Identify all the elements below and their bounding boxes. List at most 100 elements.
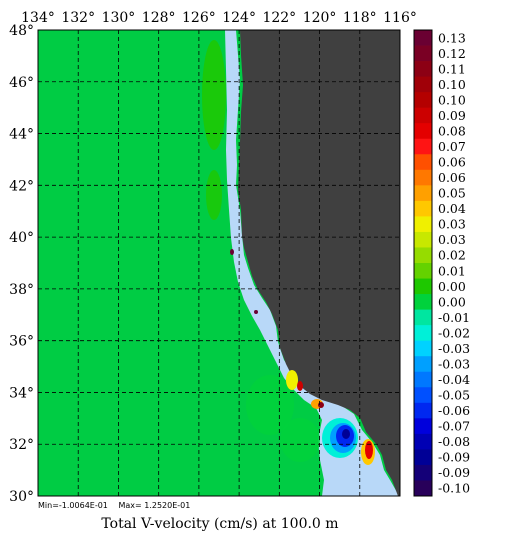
legend-label: 0.00	[438, 279, 466, 294]
positive-anomaly-red-coast	[297, 381, 303, 391]
legend-label: 0.03	[438, 232, 466, 247]
legend-swatch	[414, 340, 432, 357]
legend-swatch	[414, 107, 432, 124]
legend-label: 0.06	[438, 170, 466, 185]
legend-label: -0.06	[438, 403, 470, 418]
lat-tick-label: 44°	[9, 127, 34, 143]
lat-tick-label: 36°	[9, 334, 34, 350]
legend-label: 0.10	[438, 92, 466, 107]
legend-swatch	[414, 480, 432, 497]
legend-swatch	[414, 92, 432, 109]
legend-swatch	[414, 371, 432, 388]
legend-label: -0.05	[438, 388, 470, 403]
legend-label: -0.02	[438, 325, 470, 340]
legend-label: 0.06	[438, 155, 466, 170]
lat-tick-label: 46°	[9, 75, 34, 91]
legend-swatch	[414, 356, 432, 373]
legend-label: 0.08	[438, 123, 466, 138]
legend-swatch	[414, 387, 432, 404]
lat-tick-label: 30°	[9, 489, 34, 505]
max-value: Max= 1.2520E-01	[118, 501, 191, 510]
lat-tick-label: 38°	[9, 282, 34, 298]
lon-tick-label: 130°	[102, 10, 136, 26]
legend-label: -0.03	[438, 341, 470, 356]
legend-label: -0.03	[438, 356, 470, 371]
slight-negative-patch-offshore	[280, 418, 320, 462]
legend-label: 0.03	[438, 217, 466, 232]
legend-swatch	[414, 185, 432, 202]
slight-negative-patch-south	[246, 375, 294, 435]
latitude-labels: 48° 46° 44° 42° 40° 38° 36° 34° 32° 30°	[9, 23, 34, 505]
lon-tick-label: 132°	[61, 10, 95, 26]
legend-swatch	[414, 309, 432, 326]
legend-swatch	[414, 294, 432, 310]
legend-label: -0.10	[438, 481, 470, 496]
legend-swatch	[414, 200, 432, 217]
legend-swatch	[414, 325, 432, 342]
graticule	[38, 30, 400, 496]
legend-label: 0.07	[438, 139, 466, 154]
velocity-features	[202, 40, 375, 465]
legend-label: -0.04	[438, 372, 470, 387]
positive-anomaly-dark-red	[318, 402, 324, 408]
lon-tick-label: 116°	[383, 10, 417, 26]
legend-frame	[413, 29, 433, 497]
legend-swatch	[414, 418, 432, 435]
lon-tick-label: 122°	[262, 10, 296, 26]
legend-swatch	[414, 433, 432, 450]
legend-label: 0.04	[438, 201, 466, 216]
legend-swatch	[414, 138, 432, 155]
slight-positive-patch-central	[206, 170, 222, 220]
legend-swatch	[414, 402, 432, 419]
legend-label: -0.08	[438, 434, 470, 449]
lon-tick-label: 134°	[21, 10, 55, 26]
legend-swatch	[414, 278, 432, 295]
lon-tick-label: 126°	[182, 10, 216, 26]
lon-tick-label: 118°	[343, 10, 377, 26]
lat-tick-label: 40°	[9, 230, 34, 246]
legend-swatch	[414, 61, 432, 77]
legend-label: -0.01	[438, 310, 470, 325]
lat-tick-label: 32°	[9, 437, 34, 453]
legend-swatch	[414, 216, 432, 233]
legend-swatch	[414, 449, 432, 466]
legend-label: 0.02	[438, 248, 466, 263]
legend-label: 0.12	[438, 46, 466, 61]
legend-label: 0.00	[438, 294, 466, 309]
legend-swatch	[414, 45, 432, 62]
legend-label: -0.09	[438, 450, 470, 465]
legend-swatch	[414, 123, 432, 140]
lat-tick-label: 42°	[9, 178, 34, 194]
land-mass	[238, 30, 400, 496]
color-legend: 0.130.120.110.100.100.090.080.070.060.06…	[413, 29, 470, 497]
slight-positive-patch-north	[202, 40, 226, 150]
map-caption: Total V-velocity (cm/s) at 100.0 m	[101, 516, 339, 532]
positive-anomaly-magenta-mid	[254, 310, 258, 314]
lon-tick-label: 124°	[222, 10, 256, 26]
map-frame	[37, 29, 401, 497]
min-max-readout: Min=-1.0064E-01 Max= 1.2520E-01	[38, 501, 198, 510]
legend-label: -0.09	[438, 465, 470, 480]
legend-swatch	[414, 247, 432, 264]
legend-swatch	[414, 30, 432, 46]
positive-anomaly-yellow	[286, 370, 298, 390]
positive-anomaly-magenta-north	[230, 249, 234, 255]
legend-label: -0.07	[438, 419, 470, 434]
lat-tick-label: 48°	[9, 23, 34, 39]
legend-swatch	[414, 263, 432, 279]
longitude-labels: 134° 132° 130° 128° 126° 124° 122° 120° 118° 116°	[21, 10, 417, 26]
lat-tick-label: 34°	[9, 385, 34, 401]
legend-label: 0.13	[438, 30, 466, 45]
legend-swatch	[414, 464, 432, 481]
negative-anomaly-core	[342, 429, 350, 439]
legend-label: 0.11	[438, 61, 466, 76]
legend-label: 0.10	[438, 77, 466, 92]
min-value: Min=-1.0064E-01	[38, 501, 108, 510]
lon-tick-label: 120°	[303, 10, 337, 26]
legend-label: 0.05	[438, 186, 466, 201]
legend-label: 0.09	[438, 108, 466, 123]
legend-swatch	[414, 231, 432, 248]
legend-swatch	[414, 76, 432, 93]
